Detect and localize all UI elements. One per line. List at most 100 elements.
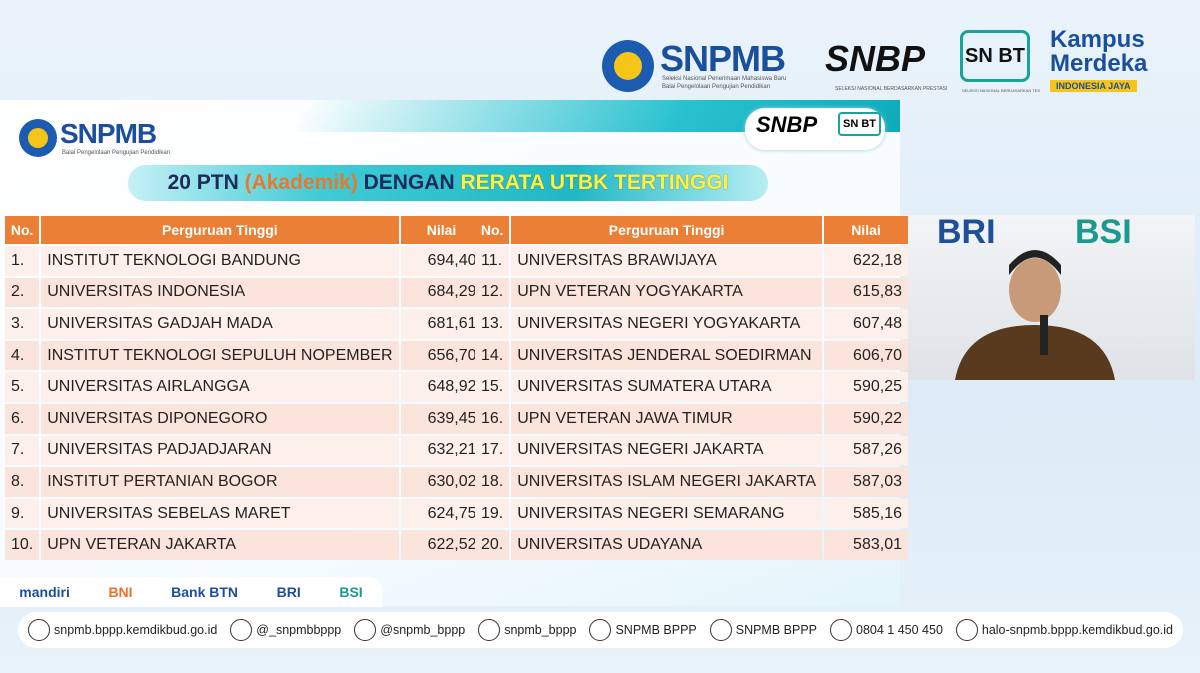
- contact-text: snpmb_bppp: [504, 623, 577, 637]
- rank: 17.: [475, 435, 510, 466]
- rank: 16.: [475, 403, 510, 434]
- university: UPN VETERAN JAWA TIMUR: [511, 403, 822, 434]
- score: 606,70: [823, 340, 908, 371]
- title-part: DENGAN: [357, 171, 461, 194]
- sponsor: BSI: [339, 584, 363, 600]
- row: 8. INSTITUT PERTANIAN BOGOR 630,02: [5, 467, 483, 497]
- rank: 2.: [5, 277, 40, 308]
- rank: 12.: [475, 277, 510, 308]
- rank: 14.: [475, 340, 510, 371]
- university: UNIVERSITAS NEGERI JAKARTA: [511, 435, 822, 466]
- score: 656,70: [400, 340, 483, 371]
- header-row: No. Perguruan Tinggi Nilai: [5, 216, 483, 244]
- header-row: No. Perguruan Tinggi Nilai: [475, 216, 908, 244]
- university: UNIVERSITAS NEGERI SEMARANG: [511, 498, 822, 529]
- score: 615,83: [823, 277, 908, 308]
- rank: 4.: [5, 340, 40, 371]
- row: 3. UNIVERSITAS GADJAH MADA 681,61: [5, 309, 483, 339]
- university: UNIVERSITAS ISLAM NEGERI JAKARTA: [511, 467, 822, 497]
- ranking-table: No. Perguruan Tinggi Nilai 11. UNIVERSITAS B…: [473, 214, 910, 562]
- contact-icon: [478, 619, 501, 641]
- emblem: [602, 40, 654, 92]
- snpmb-org: Balai Pengelolaan Pengujian Pendidikan: [662, 84, 771, 90]
- university: UNIVERSITAS BRAWIJAYA: [511, 246, 822, 276]
- university: INSTITUT PERTANIAN BOGOR: [41, 467, 399, 497]
- footer: snpmb.bppp.kemdikbud.go.id @_snpmbbppp @sn…: [18, 612, 1183, 648]
- university: UNIVERSITAS DIPONEGORO: [41, 403, 399, 434]
- snbp-logo: SNBP: [825, 38, 926, 79]
- row: 15. UNIVERSITAS SUMATERA UTARA 590,25: [475, 372, 908, 402]
- sponsors: mandiri BNI Bank BTN BRI BSI: [0, 577, 382, 607]
- score: 590,25: [823, 372, 908, 402]
- slide-title: 20 PTN (Akademik) DENGAN RERATA UTBK TER…: [128, 165, 768, 201]
- university: INSTITUT TEKNOLOGI SEPULUH NOPEMBER: [41, 340, 399, 371]
- contact-text: 0804 1 450 450: [856, 623, 943, 637]
- column-header: Nilai: [823, 216, 908, 244]
- score: 694,40: [400, 246, 483, 276]
- rank: 8.: [5, 467, 40, 497]
- banner-text: BSI: [1075, 213, 1132, 251]
- row: 16. UPN VETERAN JAWA TIMUR 590,22: [475, 403, 908, 434]
- row: 17. UNIVERSITAS NEGERI JAKARTA 587,26: [475, 435, 908, 466]
- emblem: [19, 119, 57, 157]
- row: 13. UNIVERSITAS NEGERI YOGYAKARTA 607,48: [475, 309, 908, 339]
- speaker: [955, 250, 1115, 380]
- sponsor: mandiri: [19, 584, 70, 600]
- kampus-logo: Kampus Merdeka: [1050, 26, 1148, 77]
- rank: 11.: [475, 246, 510, 276]
- rank: 10.: [5, 530, 40, 560]
- score: 590,22: [823, 403, 908, 434]
- row: 12. UPN VETERAN YOGYAKARTA 615,83: [475, 277, 908, 308]
- row: 1. INSTITUT TEKNOLOGI BANDUNG 694,40: [5, 246, 483, 276]
- row: 7. UNIVERSITAS PADJADJARAN 632,21: [5, 435, 483, 466]
- row: 4. INSTITUT TEKNOLOGI SEPULUH NOPEMBER 656…: [5, 340, 483, 371]
- contact-icon: [28, 619, 50, 641]
- snpmb-logo: SNPMB: [660, 38, 786, 79]
- row: 2. UNIVERSITAS INDONESIA 684,29: [5, 277, 483, 308]
- contact-icon: [709, 619, 732, 641]
- score: 622,52: [400, 530, 483, 560]
- university: UNIVERSITAS INDONESIA: [41, 277, 399, 308]
- slide-brand: SNPMB: [60, 118, 157, 149]
- column-header: No.: [5, 216, 40, 244]
- column-header: Perguruan Tinggi: [41, 216, 399, 244]
- contact-icon: [830, 619, 852, 641]
- row: 9. UNIVERSITAS SEBELAS MARET 624,75: [5, 498, 483, 529]
- university: UNIVERSITAS UDAYANA: [511, 530, 822, 560]
- row: 6. UNIVERSITAS DIPONEGORO 639,45: [5, 403, 483, 434]
- contact-text: halo-snpmb.bppp.kemdikbud.go.id: [981, 623, 1173, 637]
- rank: 3.: [5, 309, 40, 339]
- score: 585,16: [823, 498, 908, 529]
- sponsor: BRI: [276, 584, 301, 600]
- kampus-tag: INDONESIA JAYA: [1050, 80, 1137, 92]
- rank: 5.: [5, 372, 40, 402]
- contact-icon: [354, 619, 377, 641]
- row: 5. UNIVERSITAS AIRLANGGA 648,92: [5, 372, 483, 402]
- score: 684,29: [400, 277, 483, 308]
- score: 681,61: [400, 309, 483, 339]
- rank: 18.: [475, 467, 510, 497]
- contact-icon: [955, 619, 978, 641]
- university: UPN VETERAN JAKARTA: [41, 530, 399, 560]
- score: 632,21: [400, 435, 483, 466]
- row: 14. UNIVERSITAS JENDERAL SOEDIRMAN 606,70: [475, 340, 908, 371]
- university: UNIVERSITAS AIRLANGGA: [41, 372, 399, 402]
- row: 20. UNIVERSITAS UDAYANA 583,01: [475, 530, 908, 560]
- score: 587,03: [823, 467, 908, 497]
- sponsor: BNI: [108, 584, 133, 600]
- rank: 13.: [475, 309, 510, 339]
- contact-text: SNPMB BPPP: [615, 623, 697, 637]
- title-part: 20 PTN: [167, 171, 245, 194]
- contact: SNPMB BPPP: [709, 619, 817, 641]
- university: UNIVERSITAS NEGERI YOGYAKARTA: [511, 309, 822, 339]
- column-header: Perguruan Tinggi: [511, 216, 822, 244]
- slide-brand-sub: Balai Pengelolaan Pengujian Pendidikan: [62, 150, 171, 156]
- contact: halo-snpmb.bppp.kemdikbud.go.id: [955, 619, 1173, 641]
- score: 630,02: [400, 467, 483, 497]
- score: 639,45: [400, 403, 483, 434]
- ranking-table: No. Perguruan Tinggi Nilai 1. INSTITUT TEKNO…: [3, 214, 485, 562]
- score: 583,01: [823, 530, 908, 560]
- contact-icon: [230, 619, 253, 641]
- university: INSTITUT TEKNOLOGI BANDUNG: [41, 246, 399, 276]
- score: 622,18: [823, 246, 908, 276]
